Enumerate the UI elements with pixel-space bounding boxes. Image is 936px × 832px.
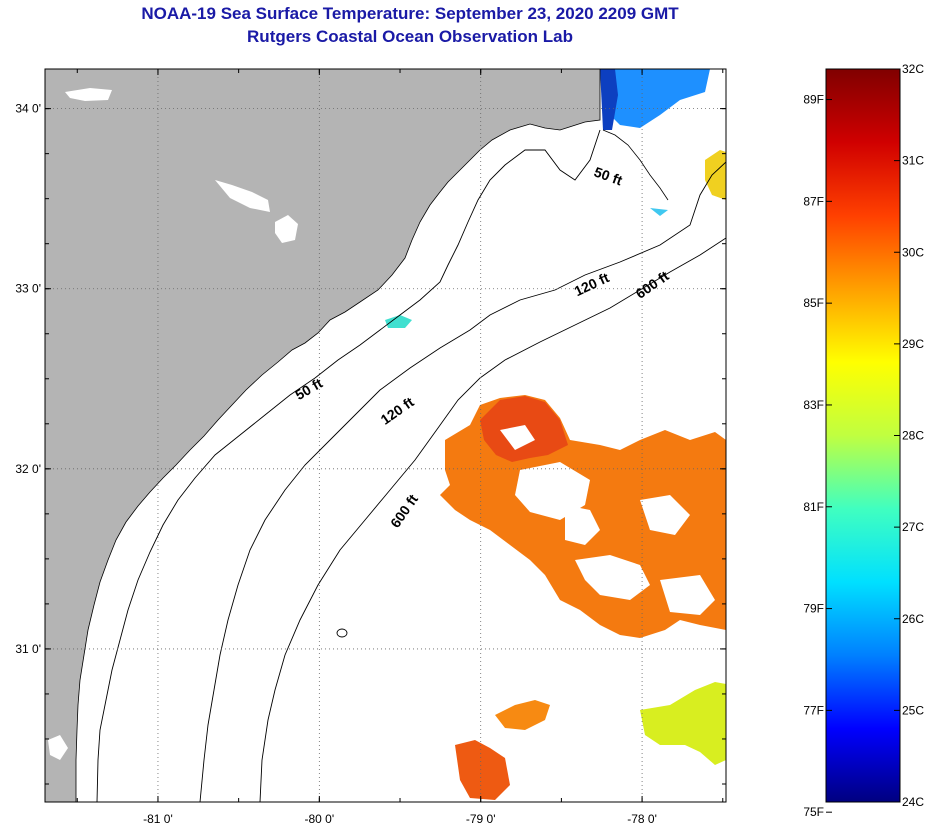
sst-patch-south-red: [455, 740, 510, 800]
celsius-label: 25C: [902, 703, 924, 717]
fahrenheit-label: 85F: [803, 296, 824, 310]
lat-tick-label: 31 0': [15, 642, 41, 656]
contour-ring: [336, 628, 348, 638]
graticule: [45, 69, 726, 802]
lon-tick-label: -78 0': [627, 812, 657, 826]
lat-tick-label: 33 0': [15, 282, 41, 296]
celsius-label: 28C: [902, 429, 924, 443]
map-frame: [44, 68, 727, 803]
fahrenheit-label: 83F: [803, 398, 824, 412]
lat-tick-label: 34 0': [15, 102, 41, 116]
celsius-label: 32C: [902, 62, 924, 76]
lake-3: [275, 215, 298, 243]
colorbar: [825, 68, 901, 803]
bathymetry-contours: [96, 129, 726, 802]
sst-patch-south: [495, 700, 550, 730]
lake-2: [215, 180, 270, 212]
lon-tick-label: -80 0': [305, 812, 335, 826]
sst-patch-ne-blue: [605, 69, 710, 128]
fahrenheit-label: 89F: [803, 93, 824, 107]
contour-600ft: [259, 237, 726, 802]
sst-hole-3: [575, 555, 650, 600]
axis-ticks: -81 0' -80 0' -79 0' -78 0' 34 0' 33 0' 32 0' 3…: [15, 69, 726, 826]
celsius-label: 30C: [902, 245, 924, 259]
map-subtitle: Rutgers Coastal Ocean Observation Lab: [247, 27, 573, 46]
celsius-label: 29C: [902, 337, 924, 351]
sst-patch-coastal-cyan: [385, 315, 412, 328]
land: [45, 69, 601, 802]
fahrenheit-label: 81F: [803, 500, 824, 514]
sst-hole-1: [515, 462, 590, 520]
fahrenheit-label: 87F: [803, 194, 824, 208]
sst-hole-4: [640, 495, 690, 535]
fahrenheit-label: 77F: [803, 703, 824, 717]
sst-hole-2: [565, 505, 600, 545]
celsius-label: 26C: [902, 612, 924, 626]
sst-hole-5: [500, 425, 535, 450]
lat-tick-label: 32 0': [15, 462, 41, 476]
lake-1: [65, 88, 112, 101]
contour-120ft: [199, 161, 726, 802]
sst-hole-6: [660, 575, 715, 615]
fahrenheit-label: 75F: [803, 805, 824, 819]
sst-patch-speck: [650, 208, 668, 216]
fahrenheit-label: 79F: [803, 602, 824, 616]
colorbar-ticks: 32C 31C 30C 29C 28C 27C 26C 25C 24C 89F 87F 85F 83F 8…: [803, 62, 924, 819]
sst-patch-se-yellow: [640, 682, 726, 765]
contour-50ft: [96, 129, 601, 802]
celsius-label: 31C: [902, 154, 924, 168]
celsius-label: 27C: [902, 520, 924, 534]
sst-patch-ne-yellow: [705, 150, 726, 200]
sst-patches: [385, 69, 726, 800]
celsius-label: 24C: [902, 795, 924, 809]
lon-tick-label: -81 0': [143, 812, 173, 826]
sst-patch-ne-dark: [600, 69, 618, 130]
lon-tick-label: -79 0': [466, 812, 496, 826]
land-ne: [602, 129, 669, 201]
lake-4: [48, 735, 68, 760]
map-title: NOAA-19 Sea Surface Temperature: Septemb…: [141, 4, 679, 23]
